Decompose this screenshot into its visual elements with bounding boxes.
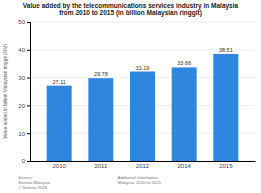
tick: 2012	[136, 163, 150, 169]
tick-label: 0	[22, 158, 26, 164]
bars	[47, 54, 239, 161]
tick: 10	[18, 131, 30, 137]
bar	[88, 78, 113, 161]
tick-label: 30	[18, 75, 25, 81]
tick-mark	[27, 50, 30, 51]
tick-label: 2014	[177, 163, 191, 169]
data-label: 29.78	[94, 71, 108, 77]
axis-line	[27, 23, 31, 162]
tick: 2011	[94, 163, 108, 169]
grid	[30, 22, 255, 161]
data-label: 32.19	[136, 65, 150, 71]
tick-label: 2015	[219, 163, 233, 169]
axis-line	[31, 161, 256, 162]
x-axis: 2010 2011 2012 2014 2015	[31, 162, 256, 170]
tick-mark	[27, 78, 30, 79]
bar	[130, 72, 155, 161]
tick-label: 10	[18, 131, 25, 137]
tick: 30	[18, 75, 30, 81]
bar	[172, 67, 197, 161]
grid-line	[30, 22, 255, 23]
data-labels: 27.11 29.78 32.19 33.66 38.51	[52, 47, 232, 85]
tick: 0	[22, 158, 30, 164]
tick-label: 2012	[136, 163, 150, 169]
text-line: from 2010 to 2015 (in billion Malaysian …	[59, 9, 202, 17]
tick-label: 20	[18, 103, 25, 109]
data-label: 33.66	[177, 60, 191, 66]
tick-mark	[27, 133, 30, 134]
annotation: Source:Statista Malaysia© Statista 2018	[18, 175, 50, 190]
tick-label: 2011	[94, 163, 108, 169]
bar	[47, 86, 72, 161]
annotation: Additional Information:Malaysia, 2010 to…	[117, 175, 161, 185]
data-label: 38.51	[219, 47, 233, 53]
tick: 50	[18, 19, 30, 25]
tick: 2015	[219, 163, 233, 169]
tick-label: 2010	[52, 163, 66, 169]
y-axis-title: Value added in billion Malaysian ringgit…	[3, 44, 8, 139]
tick: 2014	[177, 163, 191, 169]
bar	[213, 54, 238, 161]
tick-label: 40	[18, 47, 25, 53]
tick-mark	[27, 161, 30, 162]
data-label: 27.11	[52, 79, 65, 85]
title: Value added by the telecommunications se…	[23, 2, 239, 17]
chart: Value added by the telecommunications se…	[0, 0, 261, 193]
tick: 40	[18, 47, 30, 53]
plot: 27.11 29.78 32.19 33.66 38.51 0 10 20 30 40 50 2010…	[18, 19, 255, 169]
tick-mark	[27, 22, 30, 23]
tick: 2010	[52, 163, 66, 169]
tick-mark	[27, 105, 30, 106]
tick-label: 50	[18, 19, 25, 25]
y-axis: 0 10 20 30 40 50	[18, 19, 30, 164]
text-line: Malaysia, 2010 to 2015	[117, 180, 161, 185]
tick: 20	[18, 103, 30, 109]
text-line: © Statista 2018	[18, 185, 47, 190]
